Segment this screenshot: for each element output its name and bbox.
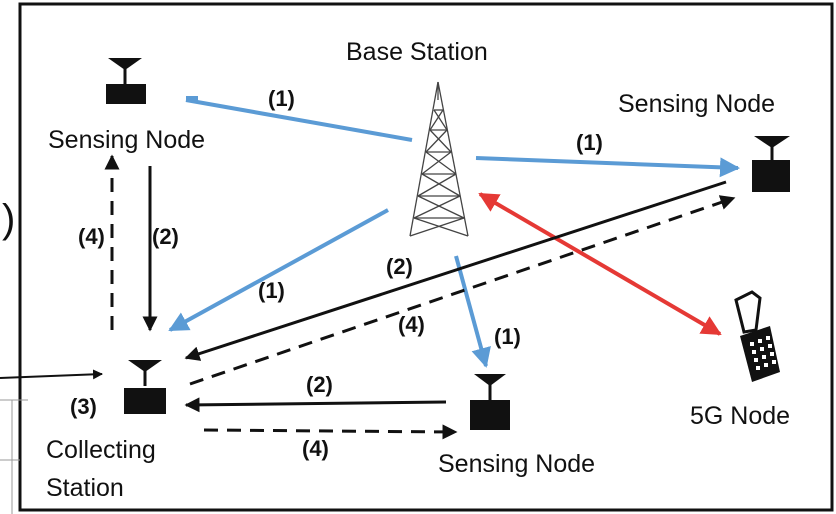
sensing-node-top-left-icon (106, 58, 146, 104)
5g-node-label: 5G Node (690, 402, 790, 430)
sensing-node-top-left-stub (186, 96, 198, 102)
link-bs-to-5g-node (478, 192, 722, 336)
step-label-2-middle: (2) (386, 254, 413, 279)
step-label-4-middle: (4) (398, 312, 425, 337)
mobile-phone-icon (734, 290, 780, 382)
step-label-2-bottom: (2) (306, 372, 333, 397)
sensing-node-bottom-label: Sensing Node (438, 450, 595, 478)
link-bs-to-sensing-bottom (454, 255, 491, 368)
link-sensing-bottom-to-collecting (184, 397, 447, 413)
sensing-node-bottom-icon (470, 374, 510, 430)
step-label-1-bottom: (1) (494, 324, 521, 349)
step-label-4-left: (4) (78, 224, 105, 249)
step-label-2-left: (2) (152, 224, 179, 249)
collecting-station-icon (124, 360, 166, 414)
diagram-frame (18, 2, 834, 512)
sensing-node-top-left-label: Sensing Node (48, 126, 205, 154)
link-bs-to-sensing-top-right (475, 156, 740, 178)
link-collecting-to-sensing-bottom-dashed (203, 424, 458, 440)
base-station-label: Base Station (346, 38, 488, 66)
sensing-node-top-right-icon (752, 136, 790, 192)
radio-tower-icon (409, 81, 469, 237)
collecting-station-label-line1: Collecting (46, 436, 156, 464)
step-label-1-top-left: (1) (268, 86, 295, 111)
link-bs-to-sensing-top-left (185, 98, 413, 142)
link-sensing-top-right-to-collecting (184, 180, 727, 361)
sensing-node-top-right-label: Sensing Node (618, 90, 775, 118)
link-bs-to-collecting (168, 208, 389, 332)
external-input-arrow (0, 369, 103, 380)
link-collecting-to-sensing-top-right-dashed (189, 195, 736, 386)
step-label-1-middle: (1) (258, 278, 285, 303)
collecting-station-label-line2: Station (46, 474, 124, 502)
step-label-1-top-right: (1) (576, 130, 603, 155)
step-label-4-bottom: (4) (302, 436, 329, 461)
step-label-3: (3) (70, 394, 97, 419)
left-edge-paren: ) (2, 197, 15, 241)
